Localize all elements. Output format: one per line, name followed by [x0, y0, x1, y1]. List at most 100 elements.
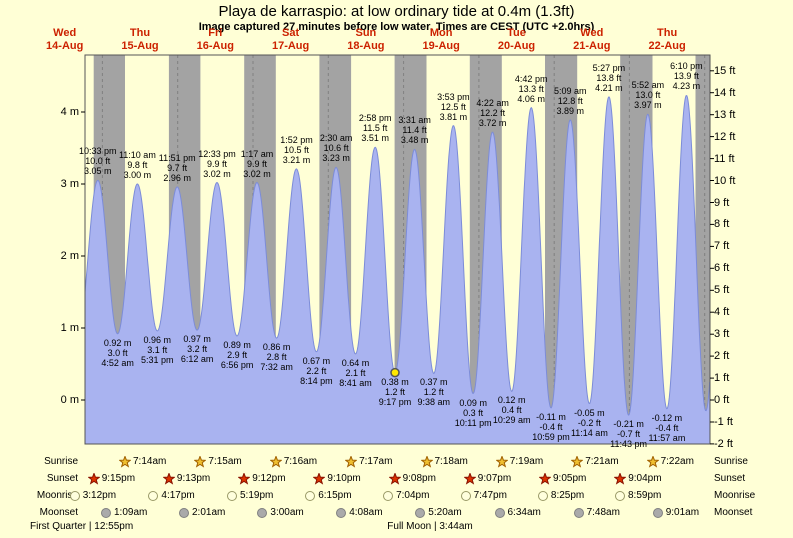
high-tide-label: 11:51 pm 9.7 ft 2.96 m [146, 153, 208, 183]
high-tide-label: 1:17 am 9.9 ft 3.02 m [226, 149, 288, 179]
moonset-time: 5:20am [428, 507, 462, 518]
low-tide-label: 0.86 m 2.8 ft 7:32 am [246, 342, 308, 372]
tide-time: 11:10 am [118, 150, 156, 160]
day-date: 14-Aug [46, 40, 84, 52]
low-tide-label: 0.92 m 3.0 ft 4:52 am [87, 338, 149, 368]
tide-height-ft: 13.0 ft [635, 90, 661, 101]
axis-label-feet: 1 ft [714, 372, 730, 385]
day-label: Wed 14-Aug [46, 27, 83, 53]
tide-time: 12:33 pm [198, 148, 236, 159]
sunrise-time: 7:19am [509, 456, 544, 467]
high-tide-label: 4:42 pm 13.3 ft 4.06 m [500, 74, 562, 104]
moonrise-icon [537, 491, 548, 501]
sunrise-icon [194, 456, 207, 468]
high-tide-label: 2:58 pm 11.5 ft 3.51 m [344, 113, 406, 143]
tide-time: 9:17 pm [378, 396, 412, 407]
tide-height-m: 3.72 m [478, 118, 507, 129]
moonset-icon [415, 508, 426, 518]
current-tide-marker [390, 367, 400, 378]
tide-height-ft: 11.4 ft [402, 125, 427, 136]
sunset-time: 9:10pm [327, 473, 361, 484]
day-label: Sun 18-Aug [347, 27, 384, 53]
low-tide-label: 0.67 m 2.2 ft 8:14 pm [285, 356, 347, 386]
axis-label-feet: 4 ft [714, 306, 730, 319]
sunrise-time: 7:16am [283, 456, 318, 467]
day-label: Fri 16-Aug [197, 27, 234, 53]
tide-height-ft: 3.2 ft [187, 344, 208, 355]
low-tide-label: -0.11 m -0.4 ft 10:59 pm [520, 412, 582, 442]
moonrise-time: 7:04pm [396, 490, 430, 501]
tide-height-ft: 13.9 ft [673, 71, 699, 82]
day-label: Thu 15-Aug [121, 27, 158, 53]
tide-time: 8:14 pm [300, 375, 333, 386]
high-tide-label: 11:10 am 9.8 ft 3.00 m [106, 150, 168, 180]
axis-label-feet: 3 ft [714, 328, 730, 341]
day-name: Thu [657, 27, 678, 39]
tide-time: 3:31 am [398, 115, 431, 126]
tide-time: 5:52 am [631, 80, 665, 91]
axis-label-meters: 1 m [60, 322, 79, 334]
axis-label-feet: -2 ft [714, 437, 733, 450]
axis-label-feet: 7 ft [714, 240, 730, 253]
tide-height-ft: 2.8 ft [266, 352, 287, 363]
sunset-time: 9:12pm [252, 473, 286, 484]
tide-height-ft: 1.2 ft [384, 386, 405, 397]
sunset-time: 9:08pm [402, 473, 436, 484]
high-tide-label: 6:10 pm 13.9 ft 4.23 m [655, 61, 717, 91]
sunset-icon [463, 473, 476, 485]
moonset-icon [336, 508, 347, 518]
axis-label-feet: 0 ft [714, 394, 730, 406]
tide-height-m: -0.21 m [613, 419, 644, 430]
high-tide-label: 12:33 pm 9.9 ft 3.02 m [186, 149, 248, 179]
low-tide-label: -0.05 m -0.2 ft 11:14 am [558, 408, 620, 438]
tide-time: 8:41 am [339, 377, 372, 388]
tide-height-m: 0.92 m [103, 337, 132, 348]
low-tide-label: 0.64 m 2.1 ft 8:41 am [325, 358, 387, 388]
low-tide-label: 0.09 m 0.3 ft 10:11 pm [442, 398, 504, 428]
sunrise-icon [495, 456, 508, 468]
moonset-time: 7:48am [586, 507, 620, 518]
tide-area [85, 95, 710, 444]
tide-time: 11:43 pm [610, 439, 648, 450]
high-tide-label: 2:30 am 10.6 ft 3.23 m [305, 133, 367, 163]
tide-time: 2:58 pm [358, 113, 392, 124]
sunset-time: 9:13pm [176, 473, 211, 484]
day-date: 22-Aug [648, 40, 686, 52]
axis-label-feet: 9 ft [714, 196, 730, 209]
tide-height-ft: 1.2 ft [423, 387, 444, 398]
tide-height-ft: -0.4 ft [539, 421, 563, 432]
tide-height-ft: 12.8 ft [557, 95, 583, 106]
high-tide-label: 3:31 am 11.4 ft 3.48 m [384, 115, 446, 145]
axis-label-feet: 10 ft [714, 174, 736, 187]
moonrise-icon [615, 491, 625, 501]
tide-height-m: 3.21 m [282, 154, 311, 165]
tide-time: 9:38 am [417, 397, 451, 408]
tide-height-m: 0.67 m [302, 355, 331, 366]
tide-height-m: 3.81 m [439, 111, 468, 122]
tide-time: 4:22 am [476, 98, 509, 109]
moonrise-icon [227, 491, 237, 501]
sunset-time: 9:05pm [553, 473, 587, 484]
day-label: Tue 20-Aug [498, 27, 535, 53]
moonset-time: 6:34am [507, 507, 541, 518]
tide-height-ft: 12.5 ft [440, 101, 466, 112]
day-date: 16-Aug [196, 40, 234, 52]
tide-time: 5:09 am [554, 85, 587, 96]
moonrise-icon [305, 491, 316, 501]
axis-label-feet: 5 ft [714, 284, 730, 297]
tide-height-m: -0.12 m [651, 412, 683, 423]
tide-time: 10:11 pm [454, 417, 492, 428]
row-label-sunrise-right: Sunrise [714, 456, 748, 467]
high-tide-label: 5:27 pm 13.8 ft 4.21 m [578, 63, 640, 93]
high-tide-label: 1:52 pm 10.5 ft 3.21 m [266, 135, 328, 165]
tide-height-m: 3.02 m [243, 168, 271, 179]
day-label: Sat 17-Aug [272, 27, 309, 53]
sunrise-icon [646, 456, 659, 468]
tide-height-ft: -0.2 ft [577, 417, 601, 428]
tide-height-ft: 12.2 ft [480, 108, 506, 119]
sunrise-time: 7:15am [208, 456, 242, 467]
sunset-icon [539, 473, 551, 485]
moonset-time: 3:00am [270, 507, 304, 518]
tide-height-m: -0.11 m [536, 411, 566, 422]
